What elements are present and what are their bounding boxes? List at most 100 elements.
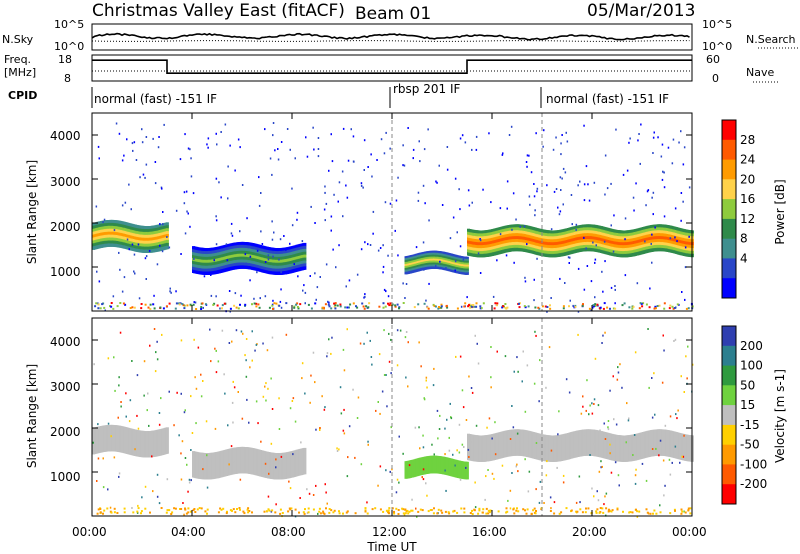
power-ground-cell xyxy=(496,304,498,306)
power-scatter-cell xyxy=(613,214,615,216)
power-scatter-cell xyxy=(125,202,127,204)
power-scatter-cell xyxy=(450,237,452,239)
power-scatter-cell xyxy=(507,208,509,210)
power-scatter-cell xyxy=(614,302,616,304)
power-scatter-cell xyxy=(685,246,687,248)
power-ground-cell xyxy=(518,303,520,305)
power-ground-cell xyxy=(254,303,256,305)
power-cell xyxy=(303,258,306,261)
power-scatter-cell xyxy=(675,207,677,209)
power-scatter-cell xyxy=(313,149,315,151)
power-ground-cell xyxy=(549,304,551,306)
power-ground-cell xyxy=(582,303,584,305)
power-ground-cell xyxy=(285,302,287,304)
power-ground-cell xyxy=(389,302,391,304)
nsearch-right-label: N.Search xyxy=(746,33,796,46)
power-scatter-cell xyxy=(376,159,378,161)
power-scatter-cell xyxy=(604,241,606,243)
power-scatter-cell xyxy=(370,244,372,246)
power-scatter-cell xyxy=(176,210,178,212)
power-scatter-cell xyxy=(418,200,420,202)
power-ground-cell xyxy=(378,306,380,308)
power-scatter-cell xyxy=(169,247,171,249)
power-scatter-cell xyxy=(681,192,683,194)
power-ground-cell xyxy=(94,305,96,307)
power-scatter-cell xyxy=(159,245,161,247)
power-scatter-cell xyxy=(572,223,574,225)
power-scatter-cell xyxy=(256,271,258,273)
power-scatter-cell xyxy=(166,236,168,238)
power-ground-cell xyxy=(205,303,207,305)
power-scatter-cell xyxy=(390,203,392,205)
power-scatter-cell xyxy=(273,232,275,234)
power-scatter-cell xyxy=(381,138,383,140)
power-scatter-cell xyxy=(378,250,380,252)
power-scatter-cell xyxy=(526,166,528,168)
power-scatter-cell xyxy=(292,224,294,226)
power-scatter-cell xyxy=(435,181,437,183)
power-scatter-cell xyxy=(525,280,527,282)
power-scatter-cell xyxy=(649,288,651,290)
power-ground-cell xyxy=(169,303,171,305)
power-ground-cell xyxy=(428,308,430,310)
power-scatter-cell xyxy=(220,196,222,198)
power-scatter-cell xyxy=(463,259,465,261)
power-scatter-cell xyxy=(490,201,492,203)
power-scatter-cell xyxy=(133,271,135,273)
power-ground-cell xyxy=(97,307,99,309)
power-scatter-cell xyxy=(281,307,283,309)
power-scatter-cell xyxy=(280,271,282,273)
power-scatter-cell xyxy=(604,260,606,262)
power-scatter-cell xyxy=(413,157,415,159)
power-scatter-cell xyxy=(361,182,363,184)
power-scatter-cell xyxy=(653,192,655,194)
power-ground-cell xyxy=(299,303,301,305)
power-scatter-cell xyxy=(458,188,460,190)
power-cell xyxy=(166,246,169,249)
power-ground-cell xyxy=(179,303,181,305)
power-scatter-cell xyxy=(307,156,309,158)
power-scatter-cell xyxy=(633,197,635,199)
power-scatter-cell xyxy=(476,136,478,138)
power-ground-cell xyxy=(574,306,576,308)
power-scatter-cell xyxy=(682,201,684,203)
power-scatter-cell xyxy=(278,259,280,261)
power-scatter-cell xyxy=(310,206,312,208)
power-scatter-cell xyxy=(367,243,369,245)
power-ground-cell xyxy=(457,308,459,310)
power-scatter-cell xyxy=(560,176,562,178)
power-ground-cell xyxy=(257,303,259,305)
power-scatter-cell xyxy=(684,146,686,148)
power-scatter-cell xyxy=(533,299,535,301)
power-scatter-cell xyxy=(564,282,566,284)
power-scatter-cell xyxy=(511,229,513,231)
power-scatter-cell xyxy=(193,192,195,194)
power-scatter-cell xyxy=(287,128,289,130)
power-scatter-cell xyxy=(188,213,190,215)
power-scatter-cell xyxy=(347,197,349,199)
power-ground-cell xyxy=(150,304,152,306)
power-ground-cell xyxy=(330,307,332,309)
power-ground-cell xyxy=(182,303,184,305)
power-ground-cell xyxy=(669,305,671,307)
power-scatter-cell xyxy=(186,191,188,193)
power-scatter-cell xyxy=(469,205,471,207)
power-scatter-cell xyxy=(128,184,130,186)
power-ground-cell xyxy=(669,307,671,309)
power-ground-cell xyxy=(659,305,661,307)
power-scatter-cell xyxy=(225,124,227,126)
power-scatter-cell xyxy=(283,235,285,237)
power-scatter-cell xyxy=(389,148,391,150)
power-scatter-cell xyxy=(132,244,134,246)
power-scatter-cell xyxy=(98,146,100,148)
power-cell xyxy=(466,272,469,275)
power-scatter-cell xyxy=(342,215,344,217)
power-scatter-cell xyxy=(364,169,366,171)
power-scatter-cell xyxy=(162,223,164,225)
power-scatter-cell xyxy=(404,165,406,167)
power-scatter-cell xyxy=(385,201,387,203)
power-scatter-cell xyxy=(138,244,140,246)
power-scatter-cell xyxy=(210,274,212,276)
power-cell xyxy=(166,228,169,231)
power-scatter-cell xyxy=(425,300,427,302)
